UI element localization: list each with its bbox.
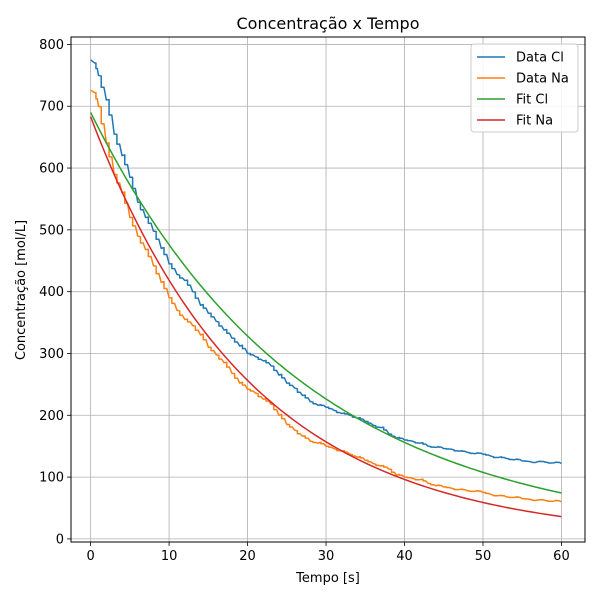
- legend-label-fit-cl: Fit Cl: [516, 93, 548, 108]
- series-line-fit-cl: [89, 112, 562, 494]
- legend-box: [470, 43, 579, 133]
- x-axis-label: Tempo [s]: [295, 571, 360, 586]
- legend-label-data-na: Data Na: [516, 72, 569, 87]
- y-tick-label: 400: [39, 285, 64, 300]
- y-tick-label: 300: [39, 347, 64, 362]
- series-line-fit-na: [89, 116, 562, 518]
- x-tick-label: 20: [239, 549, 256, 564]
- x-tick-label: 30: [318, 549, 335, 564]
- series-layer: [89, 59, 562, 518]
- y-tick-label: 800: [39, 38, 64, 53]
- y-tick-label: 0: [56, 532, 64, 547]
- plot-frame: [70, 36, 586, 543]
- x-tick-label: 0: [86, 549, 94, 564]
- y-tick-label: 600: [39, 162, 64, 177]
- x-tick-label: 60: [553, 549, 570, 564]
- chart-title: Concentração x Tempo: [237, 14, 420, 33]
- grid: [71, 37, 585, 542]
- series-line-data-cl: [90, 59, 562, 465]
- y-tick-label: 700: [39, 100, 64, 115]
- y-axis-label: Concentração [mol/L]: [14, 220, 29, 360]
- legend-label-fit-na: Fit Na: [516, 114, 553, 129]
- x-tick-label: 10: [161, 549, 178, 564]
- y-tick-label: 200: [39, 409, 64, 424]
- legend: Data Cl Data Na Fit Cl Fit Na: [470, 43, 579, 133]
- x-tick-label: 40: [396, 549, 413, 564]
- y-tick-label: 100: [39, 471, 64, 486]
- legend-label-data-cl: Data Cl: [516, 51, 564, 66]
- series-line-data-na: [90, 89, 562, 503]
- y-tick-label: 500: [39, 223, 64, 238]
- x-tick-label: 50: [475, 549, 492, 564]
